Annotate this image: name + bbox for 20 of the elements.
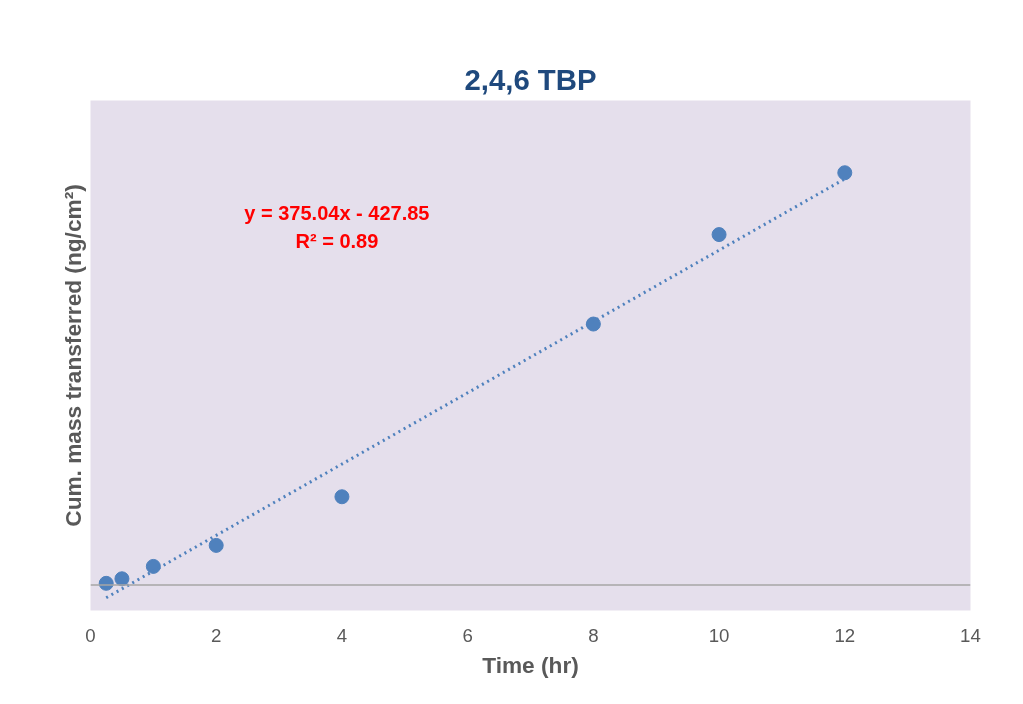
x-tick-label: 8 (588, 624, 599, 646)
x-tick-label: 6 (462, 624, 473, 646)
point (711, 227, 727, 243)
point (334, 489, 350, 505)
point (145, 558, 161, 574)
point (114, 571, 130, 587)
annotation: y = 375.04x - 427.85 (244, 201, 430, 224)
chart-title: 2,4,6 TBP (464, 62, 597, 96)
x-tick-label: 0 (85, 624, 96, 646)
point (837, 165, 853, 181)
x-tick-label: 2 (211, 624, 222, 646)
x-axis-title: Time (hr) (482, 651, 579, 678)
x-tick-label: 4 (336, 624, 348, 646)
annotation: R² = 0.89 (295, 229, 379, 252)
point (585, 316, 601, 332)
x-tick-label: 14 (960, 624, 981, 646)
point (208, 537, 224, 553)
x-tick-label: 12 (834, 624, 856, 646)
y-axis-title: Cum. mass transferred (ng/cm²) (59, 184, 86, 527)
x-tick-label: 10 (708, 624, 730, 646)
